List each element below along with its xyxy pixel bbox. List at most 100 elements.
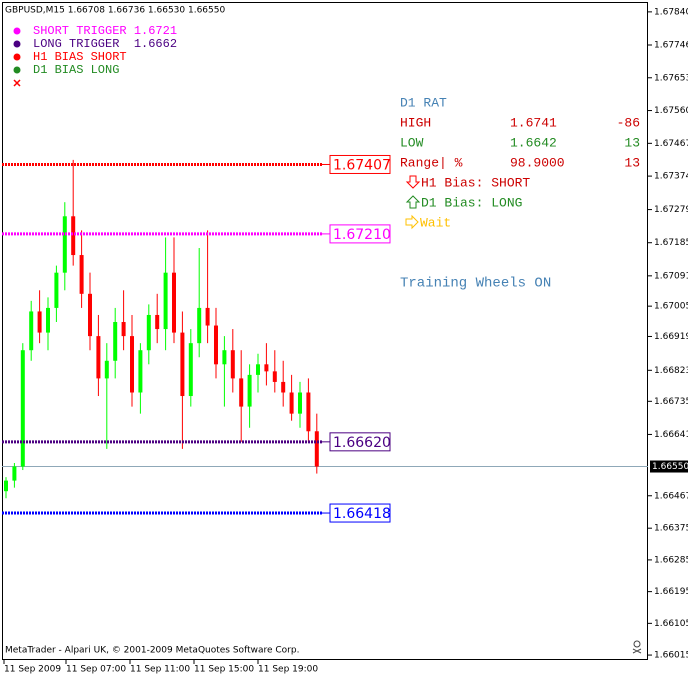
candle-body — [96, 336, 101, 379]
candle-body — [130, 336, 134, 393]
candle-body — [281, 381, 286, 393]
level-label: 1.67407 — [333, 157, 391, 173]
candle-body — [306, 392, 311, 432]
panel-label: Range| % — [400, 155, 463, 170]
candle-body — [197, 307, 202, 344]
panel-change: 13 — [624, 155, 640, 170]
y-tick-label: 1.66467 — [654, 491, 688, 501]
candle-body — [180, 332, 185, 397]
candle-body — [214, 325, 218, 365]
panel-change: -86 — [617, 115, 640, 130]
legend-label: D1 BIAS LONG — [33, 63, 119, 77]
candle-body — [79, 255, 84, 294]
candle-body — [46, 307, 50, 333]
footer: MetaTrader - Alpari UK, © 2001-2009 Meta… — [5, 646, 299, 656]
y-tick-label: 1.66823 — [654, 366, 688, 376]
legend-dot — [13, 66, 21, 74]
candle-body — [264, 364, 269, 372]
candle-body — [298, 392, 302, 414]
level-box — [329, 432, 391, 452]
candle-body — [155, 314, 160, 330]
candle-body — [205, 307, 210, 326]
x-tick-label: 11 Sep 19:00 — [258, 665, 318, 675]
candle-body — [247, 374, 252, 407]
x-tick-label: 11 Sep 2009 — [4, 665, 61, 675]
candle-body — [54, 272, 59, 308]
legend-dot — [13, 40, 21, 48]
candle-body — [222, 350, 227, 365]
y-tick-label: 1.67746 — [654, 40, 688, 50]
current-price-box — [650, 460, 688, 473]
y-tick-label: 1.66195 — [654, 587, 688, 597]
panel-value: 98.9000 — [510, 155, 565, 170]
y-tick-label: 1.66919 — [654, 332, 688, 342]
candle-body — [37, 311, 42, 333]
candle-body — [4, 480, 8, 492]
legend-label: SHORT TRIGGER 1.6721 — [33, 24, 177, 38]
arrow-right-icon — [405, 214, 419, 230]
x-tick-label: 11 Sep 15:00 — [194, 665, 254, 675]
legend-dot — [13, 53, 21, 61]
panel-change: 13 — [624, 135, 640, 150]
candle-body — [163, 272, 168, 330]
candle-body — [314, 431, 319, 467]
candle-body — [239, 378, 244, 407]
level-box — [329, 224, 391, 244]
x-tick-label: 11 Sep 11:00 — [130, 665, 190, 675]
candle-body — [29, 311, 34, 351]
panel-value: 1.6741 — [510, 115, 557, 130]
candle-body — [20, 350, 25, 467]
candle-body — [104, 360, 109, 379]
y-tick-label: 1.66641 — [654, 430, 688, 440]
chart-title: GBPUSD,M15 1.66708 1.66736 1.66530 1.665… — [5, 6, 225, 16]
legend-label: H1 BIAS SHORT — [33, 50, 127, 64]
y-tick-label: 1.66735 — [654, 397, 688, 407]
candle-body — [188, 343, 193, 397]
candle-body — [272, 371, 277, 382]
x-tick-label: 11 Sep 07:00 — [66, 665, 126, 675]
candle-body — [256, 364, 260, 375]
signal: Wait — [420, 215, 451, 230]
y-tick-label: 1.66375 — [654, 524, 688, 534]
candle-body — [289, 392, 294, 414]
panel-title: D1 RAT — [400, 95, 447, 110]
y-tick-label: 1.66015 — [654, 651, 688, 661]
y-tick-label: 1.67185 — [654, 238, 688, 248]
candle-body — [62, 216, 67, 273]
skull-icon — [632, 640, 642, 654]
y-tick-label: 1.67279 — [654, 205, 688, 215]
y-tick-label: 1.67840 — [654, 7, 688, 17]
y-tick-label: 1.67005 — [654, 302, 688, 312]
panel-label: HIGH — [400, 115, 431, 130]
candle-body — [172, 272, 176, 333]
candle-body — [12, 466, 17, 481]
y-tick-label: 1.67653 — [654, 73, 688, 83]
y-tick-label: 1.67091 — [654, 271, 688, 281]
candle-body — [113, 322, 118, 361]
level-box — [329, 503, 391, 523]
y-tick-label: 1.67560 — [654, 106, 688, 116]
candle-body — [121, 322, 126, 337]
arrow-down-icon — [405, 175, 421, 189]
plot-frame — [2, 2, 648, 660]
legend-dot — [13, 27, 21, 35]
current-price-label: 1.66550 — [652, 462, 688, 472]
panel-label: LOW — [400, 135, 424, 150]
y-tick-label: 1.67467 — [654, 139, 688, 149]
level-label: 1.66418 — [333, 506, 391, 522]
h1-bias: H1 Bias: SHORT — [421, 175, 530, 190]
candle-body — [146, 314, 151, 351]
level-label: 1.67210 — [333, 227, 391, 243]
candle-body — [71, 216, 76, 256]
candle-body — [88, 293, 92, 337]
arrow-up-icon — [405, 195, 421, 209]
status: Training Wheels ON — [400, 276, 551, 292]
legend-label: LONG TRIGGER 1.6662 — [33, 37, 177, 51]
y-tick-label: 1.66105 — [654, 619, 688, 629]
y-tick-label: 1.67374 — [654, 172, 688, 182]
small-icon — [13, 79, 21, 87]
y-tick-label: 1.66285 — [654, 555, 688, 565]
